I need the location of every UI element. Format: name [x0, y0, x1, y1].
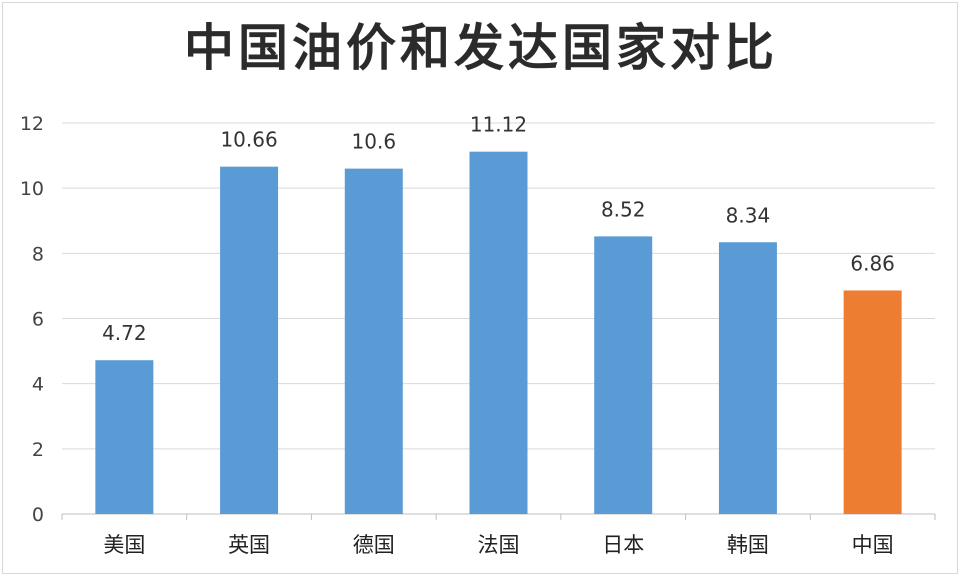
- y-tick-label: 12: [20, 113, 44, 135]
- x-category-label: 日本: [602, 533, 644, 557]
- y-tick-label: 10: [20, 178, 44, 200]
- bar: [594, 236, 653, 514]
- x-category-label: 中国: [852, 533, 894, 557]
- y-tick-label: 4: [32, 374, 44, 396]
- data-label: 10.66: [220, 128, 277, 152]
- y-tick-label: 6: [32, 309, 44, 331]
- data-label: 8.52: [601, 197, 646, 221]
- data-label: 4.72: [102, 321, 147, 345]
- bar: [718, 242, 777, 514]
- x-category-label: 英国: [228, 533, 270, 557]
- chart-title: 中国油价和发达国家对比: [184, 19, 778, 77]
- bar: [843, 290, 902, 514]
- bar: [95, 360, 154, 514]
- data-label: 11.12: [470, 113, 527, 137]
- bar: [220, 166, 279, 514]
- x-category-label: 美国: [103, 533, 145, 557]
- x-category-label: 德国: [353, 533, 395, 557]
- x-category-label: 法国: [478, 533, 520, 557]
- y-tick-label: 2: [32, 439, 44, 461]
- bar: [344, 168, 403, 514]
- y-tick-label: 0: [32, 504, 44, 526]
- data-label: 8.34: [726, 203, 771, 227]
- bar: [469, 151, 528, 514]
- y-tick-label: 8: [32, 243, 44, 265]
- data-label: 10.6: [352, 130, 397, 154]
- x-category-label: 韩国: [727, 533, 769, 557]
- data-label: 6.86: [850, 251, 895, 275]
